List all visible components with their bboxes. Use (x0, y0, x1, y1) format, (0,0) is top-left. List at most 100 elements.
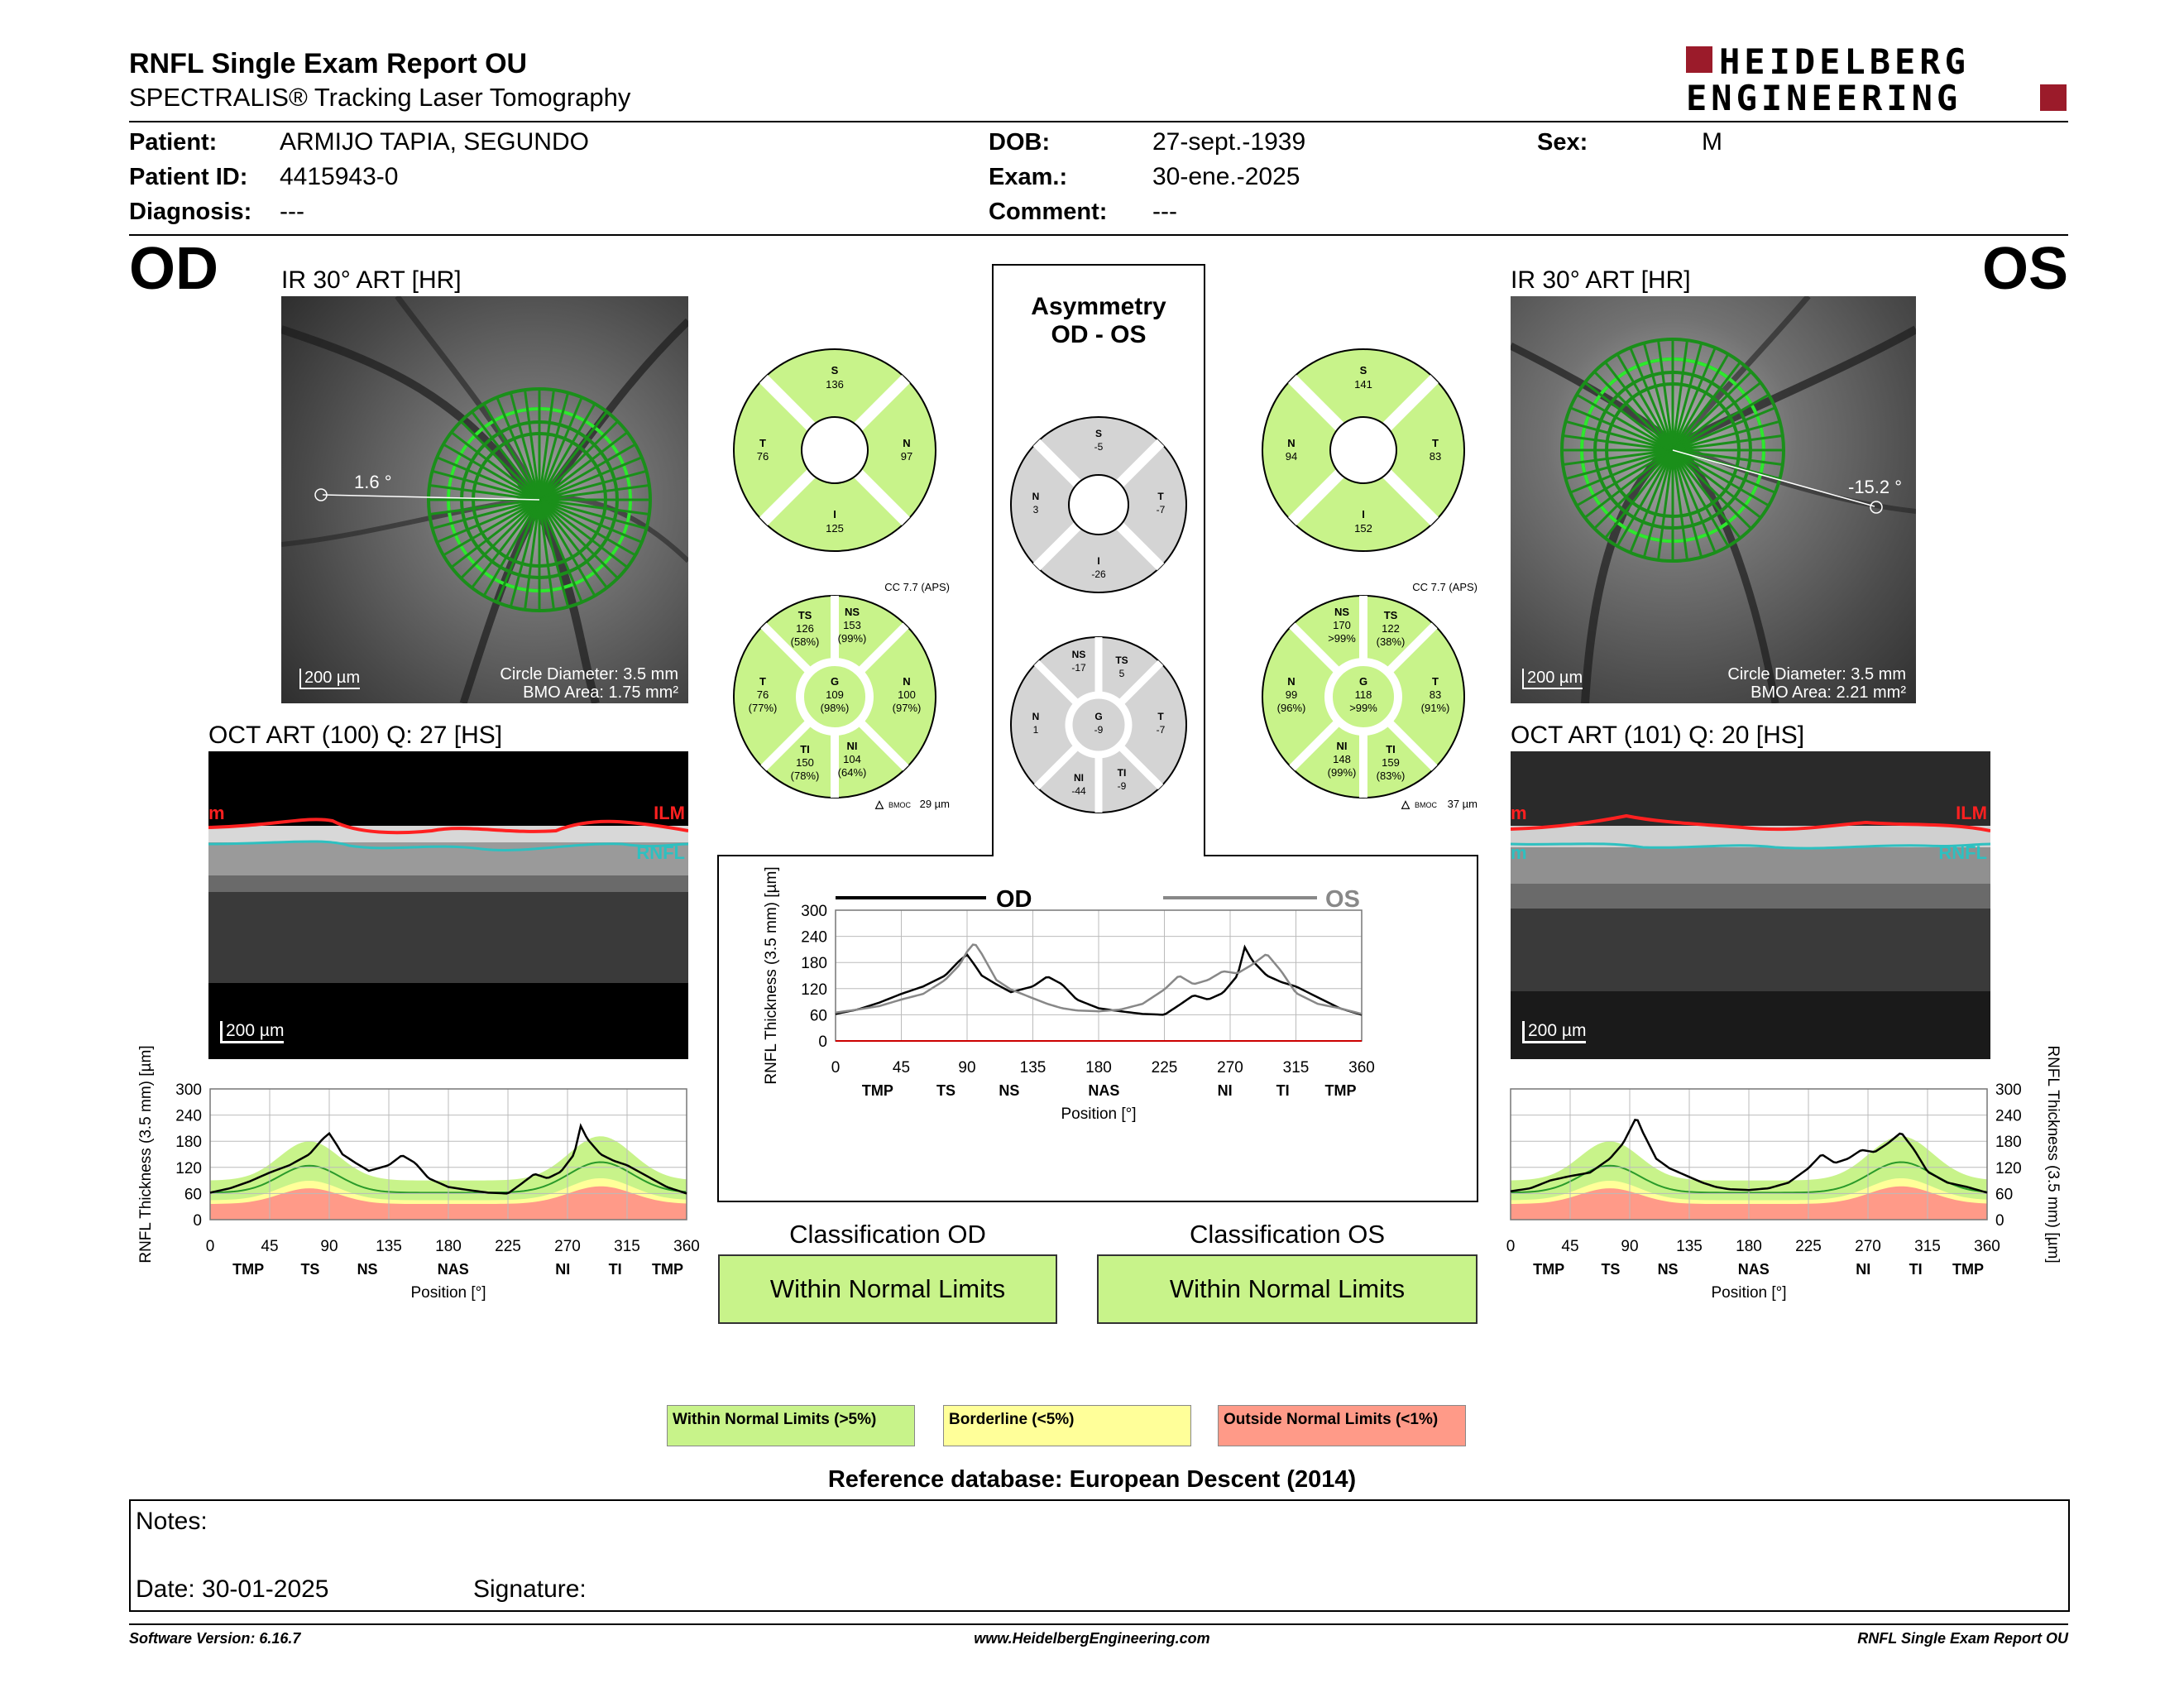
patient-id-label: Patient ID: (129, 164, 248, 190)
asym-sec-t: -7 (1157, 724, 1166, 736)
asym-tsnit-xtick: 270 (1217, 1059, 1243, 1077)
os-tsnit-xtick: 225 (1795, 1238, 1822, 1255)
os-tsnit-xtick: 0 (1506, 1238, 1516, 1255)
asym-tsnit-xtick: 45 (893, 1059, 910, 1077)
od-tsnit-ytick: 300 (175, 1081, 202, 1099)
svg-text:NS: NS (1072, 649, 1086, 660)
od-sec-ns-pct: (99%) (838, 632, 867, 645)
od-oct-bscan: m ILM RNFL 200 µm (208, 751, 688, 1059)
os-tsnit-xtick: 360 (1974, 1238, 2000, 1255)
od-sec-ni-pct: (64%) (838, 766, 867, 779)
svg-text:T: T (1157, 711, 1164, 722)
od-sec-ni-val: 104 (843, 753, 861, 765)
notes-box: Notes: Date: 30-01-2025 Signature: (129, 1499, 2070, 1612)
svg-text:N: N (1032, 491, 1040, 502)
asym-legend-od: OD (996, 886, 1032, 913)
os-rnfl-left: m (1511, 842, 1527, 863)
os-tsnit-chart: 0 60 120 180 240 300 0 45 90 135 180 225 270 315 360 TM… (1506, 1045, 2062, 1302)
os-tsnit-ylabel: RNFL Thickness (3.5 mm) [µm] (2044, 1045, 2062, 1263)
asym-tsnit-series-os (835, 943, 1363, 1015)
svg-text:N: N (903, 437, 910, 449)
svg-text:T: T (1432, 675, 1439, 688)
od-sec-ts-pct: (58%) (791, 635, 820, 648)
footer-version: Software Version: 6.16.7 (129, 1630, 301, 1647)
os-tsnit-ytick: 240 (1995, 1108, 2022, 1125)
od-angle: 1.6 ° (354, 472, 392, 492)
os-tsnit-region-tmp: TMP (1952, 1261, 1984, 1278)
comment-label: Comment: (989, 199, 1108, 225)
svg-text:T: T (1157, 491, 1164, 502)
os-sec-ns-pct: >99% (1328, 632, 1356, 645)
svg-text:G: G (1094, 711, 1102, 722)
asymmetry-title-2: OD - OS (1051, 321, 1147, 348)
asym-quad-i: -26 (1091, 568, 1106, 580)
od-eye-label: OD (129, 236, 218, 302)
od-tsnit-ytick: 180 (175, 1134, 202, 1151)
asymmetry-title: Asymmetry OD - OS (993, 293, 1205, 349)
exam-date: 30-ene.-2025 (1152, 163, 1300, 190)
svg-text:T: T (759, 437, 766, 449)
svg-text:TI: TI (1118, 767, 1127, 779)
asym-tsnit-region-nas: NAS (1088, 1082, 1119, 1099)
svg-text:NS: NS (845, 606, 860, 618)
asym-quadrant-diagram: S -5 N 3 T -7 I -26 (1010, 416, 1187, 593)
os-sec-ni-pct: (99%) (1328, 766, 1357, 779)
od-tsnit-region-tmp: TMP (232, 1261, 264, 1278)
svg-text:NI: NI (1074, 772, 1084, 784)
os-tsnit-region-ts: TS (1601, 1261, 1620, 1278)
asym-tsnit-ytick: 120 (801, 981, 827, 999)
asym-tsnit-xtick: 0 (831, 1059, 841, 1077)
comment: --- (1152, 198, 1177, 225)
os-quad-i: 152 (1354, 522, 1372, 535)
os-bmoc: 37 µm (1448, 798, 1478, 810)
legend-outside: Outside Normal Limits (<1%) (1218, 1405, 1466, 1446)
os-quad-n: 94 (1286, 450, 1297, 463)
asymmetry-title-1: Asymmetry (1031, 293, 1166, 320)
od-tsnit-ytick: 0 (193, 1212, 202, 1230)
svg-text:I: I (1097, 555, 1099, 567)
os-sec-ts-val: 122 (1382, 622, 1400, 635)
asym-quad-s: -5 (1094, 441, 1104, 453)
svg-text:S: S (831, 364, 839, 376)
od-quad-s: 136 (826, 378, 844, 391)
od-sec-ns-val: 153 (843, 619, 861, 631)
asym-tsnit-region-ni: NI (1218, 1082, 1233, 1099)
os-tsnit-xlabel: Position [°] (1711, 1284, 1786, 1302)
asym-quad-n: 3 (1033, 504, 1039, 516)
report-subtitle: SPECTRALIS® Tracking Laser Tomography (129, 83, 631, 112)
asym-sec-g: -9 (1094, 724, 1104, 736)
classification-od-label: Classification OD (789, 1220, 986, 1249)
os-quadrant-diagram: S 141 N 94 T 83 I 152 (1262, 348, 1465, 552)
od-oct-caption: OCT ART (100) Q: 27 [HS] (208, 722, 503, 749)
svg-text:N: N (1287, 437, 1295, 449)
os-oct-scale: 200 µm (1522, 1021, 1587, 1043)
os-quad-s: 141 (1354, 378, 1372, 391)
asym-quad-t: -7 (1157, 504, 1166, 516)
od-sec-t-pct: (77%) (749, 702, 778, 714)
asym-sec-ni: -44 (1071, 785, 1086, 797)
asym-tsnit-xtick: 90 (958, 1059, 975, 1077)
asym-tsnit-xlabel: Position [°] (1061, 1105, 1136, 1123)
asym-sec-ts: 5 (1119, 668, 1125, 679)
od-ir-fundus-image: 1.6 ° 200 µm Circle Diameter: 3.5 mm BMO… (281, 296, 688, 703)
asym-sec-ns: -17 (1071, 662, 1086, 674)
os-tsnit-xtick: 315 (1914, 1238, 1941, 1255)
od-sec-t-val: 76 (757, 688, 769, 701)
os-sec-t-pct: (91%) (1421, 702, 1450, 714)
svg-text:△: △ (874, 798, 884, 810)
asym-tsnit-chart: 0 60 120 180 240 300 0 45 90 135 180 225 270 315 360 TM… (763, 866, 1375, 1123)
asym-tsnit-region-tmp: TMP (1325, 1082, 1357, 1099)
notes-label: Notes: (136, 1508, 208, 1535)
os-sec-n-pct: (96%) (1277, 702, 1306, 714)
od-sector-diagram: TS 126 (58%) NS 153 (99%) T 76 (77%) N 1… (733, 595, 936, 798)
svg-text:N: N (1032, 711, 1040, 722)
od-rnfl-label: RNFL (636, 842, 685, 863)
os-ilm-label: ILM (1956, 803, 1987, 823)
sex-label: Sex: (1537, 129, 1588, 156)
os-ilm-left: m (1511, 803, 1527, 823)
od-ir-scale: 200 µm (299, 669, 361, 689)
od-tsnit-region-nas: NAS (438, 1261, 469, 1278)
report-title: RNFL Single Exam Report OU (129, 48, 528, 79)
asym-tsnit-series-od (835, 944, 1363, 1016)
od-tsnit-region-ni: NI (555, 1261, 570, 1278)
